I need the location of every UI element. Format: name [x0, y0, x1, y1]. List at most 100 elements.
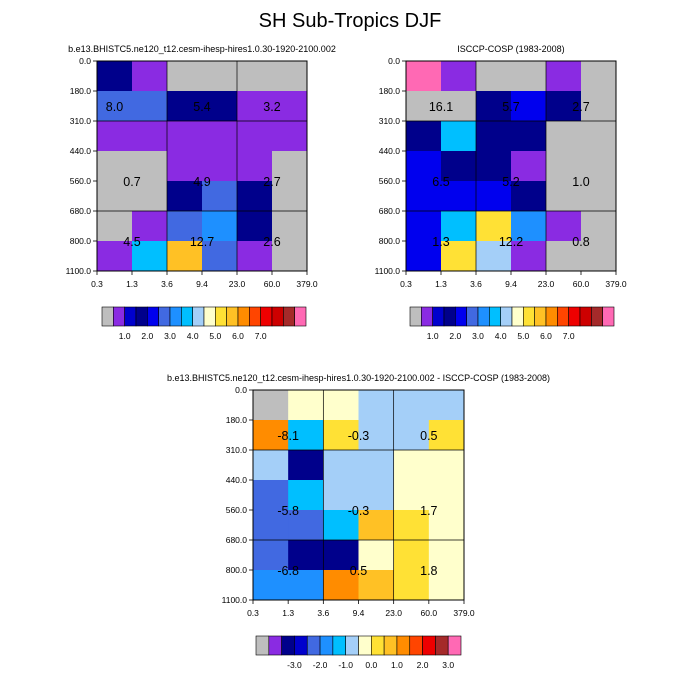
x-tick-label: 0.3 [400, 279, 412, 289]
heatmap-cell [428, 570, 465, 601]
colorbar-swatch [511, 306, 524, 327]
colorbar-label: 6.0 [232, 331, 244, 341]
heatmap-cell [323, 540, 359, 571]
colorbar-swatch [237, 306, 250, 327]
colorbar-swatch [523, 306, 535, 327]
heatmap-cell [511, 181, 547, 212]
colorbar-label: 0.0 [365, 660, 377, 670]
colorbar-label: 6.0 [540, 331, 552, 341]
colorbar-swatch [158, 306, 171, 327]
heatmap-cell [97, 61, 133, 92]
colorbar-swatch [489, 306, 501, 327]
heatmap-cell [546, 61, 582, 92]
heatmap-cell [272, 91, 308, 122]
colorbar-swatch [591, 306, 603, 327]
colorbar-label: 3.0 [472, 331, 484, 341]
heatmap-cell [428, 450, 465, 481]
y-tick-label: 310.0 [379, 116, 401, 126]
heatmap-cell [132, 91, 168, 122]
heatmap-cell [288, 420, 324, 451]
heatmap-cell [581, 151, 617, 182]
colorbar-swatch [203, 306, 216, 327]
heatmap-cell [358, 570, 395, 601]
y-tick-label: 1100.0 [66, 266, 92, 276]
heatmap-cell [358, 480, 395, 511]
colorbar-swatch [294, 306, 307, 327]
colorbar-swatch [534, 306, 547, 327]
heatmap-cell [253, 420, 289, 451]
cell-value-label: 1.7 [420, 504, 437, 518]
heatmap-cell [476, 181, 512, 212]
x-tick-label: 0.3 [91, 279, 103, 289]
heatmap-cell [272, 151, 308, 182]
colorbar-swatch [383, 635, 398, 656]
colorbar-swatch [358, 635, 372, 656]
x-tick-label: 3.6 [470, 279, 482, 289]
colorbar-swatch [447, 635, 462, 656]
colorbar: -3.0 -2.0 -1.0 0.0 1.0 2.0 3.0 [255, 635, 462, 670]
heatmap-cell [202, 241, 238, 272]
colorbar-label: 1.0 [427, 331, 439, 341]
heatmap-cell [97, 151, 133, 182]
heatmap-cell [253, 510, 289, 541]
heatmap-cell [546, 211, 582, 242]
cell-value-label: -0.3 [348, 429, 370, 443]
heatmap-cell [288, 540, 324, 571]
heatmap-cell [476, 241, 512, 272]
heatmap-cell [546, 241, 582, 272]
heatmap-cell [511, 151, 547, 182]
heatmap-cell [441, 241, 477, 272]
colorbar-label: 1.0 [391, 660, 403, 670]
colorbar-swatch [455, 306, 467, 327]
y-tick-label: 680.0 [226, 535, 248, 545]
heatmap-cell [272, 181, 308, 212]
cell-value-label: -8.1 [277, 429, 299, 443]
colorbar-swatch [432, 306, 445, 327]
heatmap-cell [393, 450, 430, 481]
heatmap-cell [476, 121, 512, 152]
heatmap-cell [428, 510, 465, 541]
heatmap-panel-2: ISCCP-COSP (1983-2008) 0.0 180.0 310.0 440.0… [375, 44, 627, 341]
x-tick-label: 60.0 [421, 608, 438, 618]
heatmap-cell [237, 151, 273, 182]
heatmap-cell [428, 390, 465, 421]
heatmap-cell [288, 480, 324, 511]
colorbar-swatch [568, 306, 581, 327]
y-tick-label: 0.0 [235, 385, 247, 395]
heatmap-cell [358, 420, 395, 451]
heatmap-cell [323, 420, 359, 451]
x-tick-label: 379.0 [453, 608, 475, 618]
cell-value-label: 1.8 [420, 564, 437, 578]
y-tick-label: 180.0 [70, 86, 92, 96]
colorbar-swatch [226, 306, 239, 327]
colorbar-swatch [466, 306, 479, 327]
y-tick-label: 0.0 [79, 56, 91, 66]
heatmap-cell [406, 181, 442, 212]
heatmap-cell [441, 91, 477, 122]
colorbar-swatch [579, 306, 592, 327]
x-tick-label: 60.0 [573, 279, 590, 289]
heatmap-cell [476, 91, 512, 122]
heatmap-cell [97, 121, 133, 152]
cell-value-label: 8.0 [106, 100, 123, 114]
heatmap-cell [358, 450, 395, 481]
heatmap-cell [393, 480, 430, 511]
y-tick-label: 180.0 [226, 415, 248, 425]
cell-value-label: 5.2 [502, 175, 519, 189]
panel-title: b.e13.BHISTC5.ne120_t12.cesm-ihesp-hires… [68, 44, 336, 54]
heatmap-cell [97, 241, 133, 272]
colorbar-swatch [260, 306, 273, 327]
figure-title: SH Sub-Tropics DJF [259, 10, 442, 32]
heatmap-cell [441, 181, 477, 212]
heatmap-cell [511, 91, 547, 122]
panel-title: ISCCP-COSP (1983-2008) [457, 44, 564, 54]
y-tick-label: 1100.0 [222, 595, 248, 605]
heatmap-cell [406, 241, 442, 272]
colorbar-swatch [409, 306, 422, 327]
heatmap-cell [237, 121, 273, 152]
cell-value-label: 1.0 [572, 175, 589, 189]
y-tick-label: 440.0 [379, 146, 401, 156]
y-tick-label: 680.0 [70, 206, 92, 216]
heatmap-cell [441, 61, 477, 92]
